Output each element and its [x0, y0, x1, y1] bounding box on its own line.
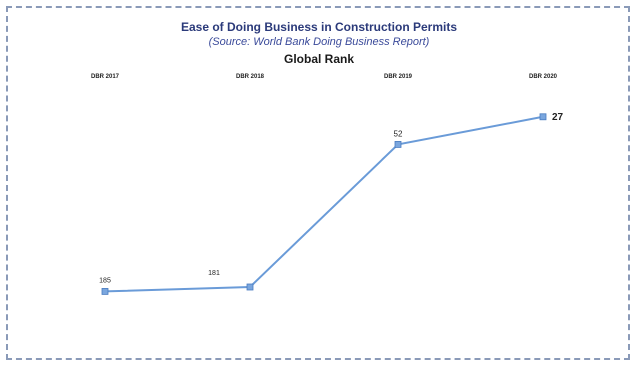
category-label-1: DBR 2018	[236, 74, 265, 80]
data-label-2: 52	[394, 129, 403, 138]
category-label-3: DBR 2020	[529, 74, 558, 80]
data-label-3: 27	[552, 112, 564, 123]
y-axis-label: Global Rank	[283, 52, 354, 66]
data-point-3	[539, 113, 547, 121]
data-point-2	[394, 141, 402, 148]
data-point-1	[246, 283, 254, 291]
category-label-0: DBR 2017	[91, 74, 120, 80]
chart-frame	[6, 6, 630, 360]
series-line	[104, 115, 544, 293]
data-label-1: 181	[208, 270, 220, 277]
data-label-0: 185	[99, 277, 111, 284]
chart-subtitle: (Source: World Bank Doing Business Repor…	[208, 36, 430, 48]
chart-title: Ease of Doing Business in Construction P…	[180, 20, 458, 34]
category-label-2: DBR 2019	[384, 74, 413, 80]
data-point-0	[101, 288, 109, 295]
